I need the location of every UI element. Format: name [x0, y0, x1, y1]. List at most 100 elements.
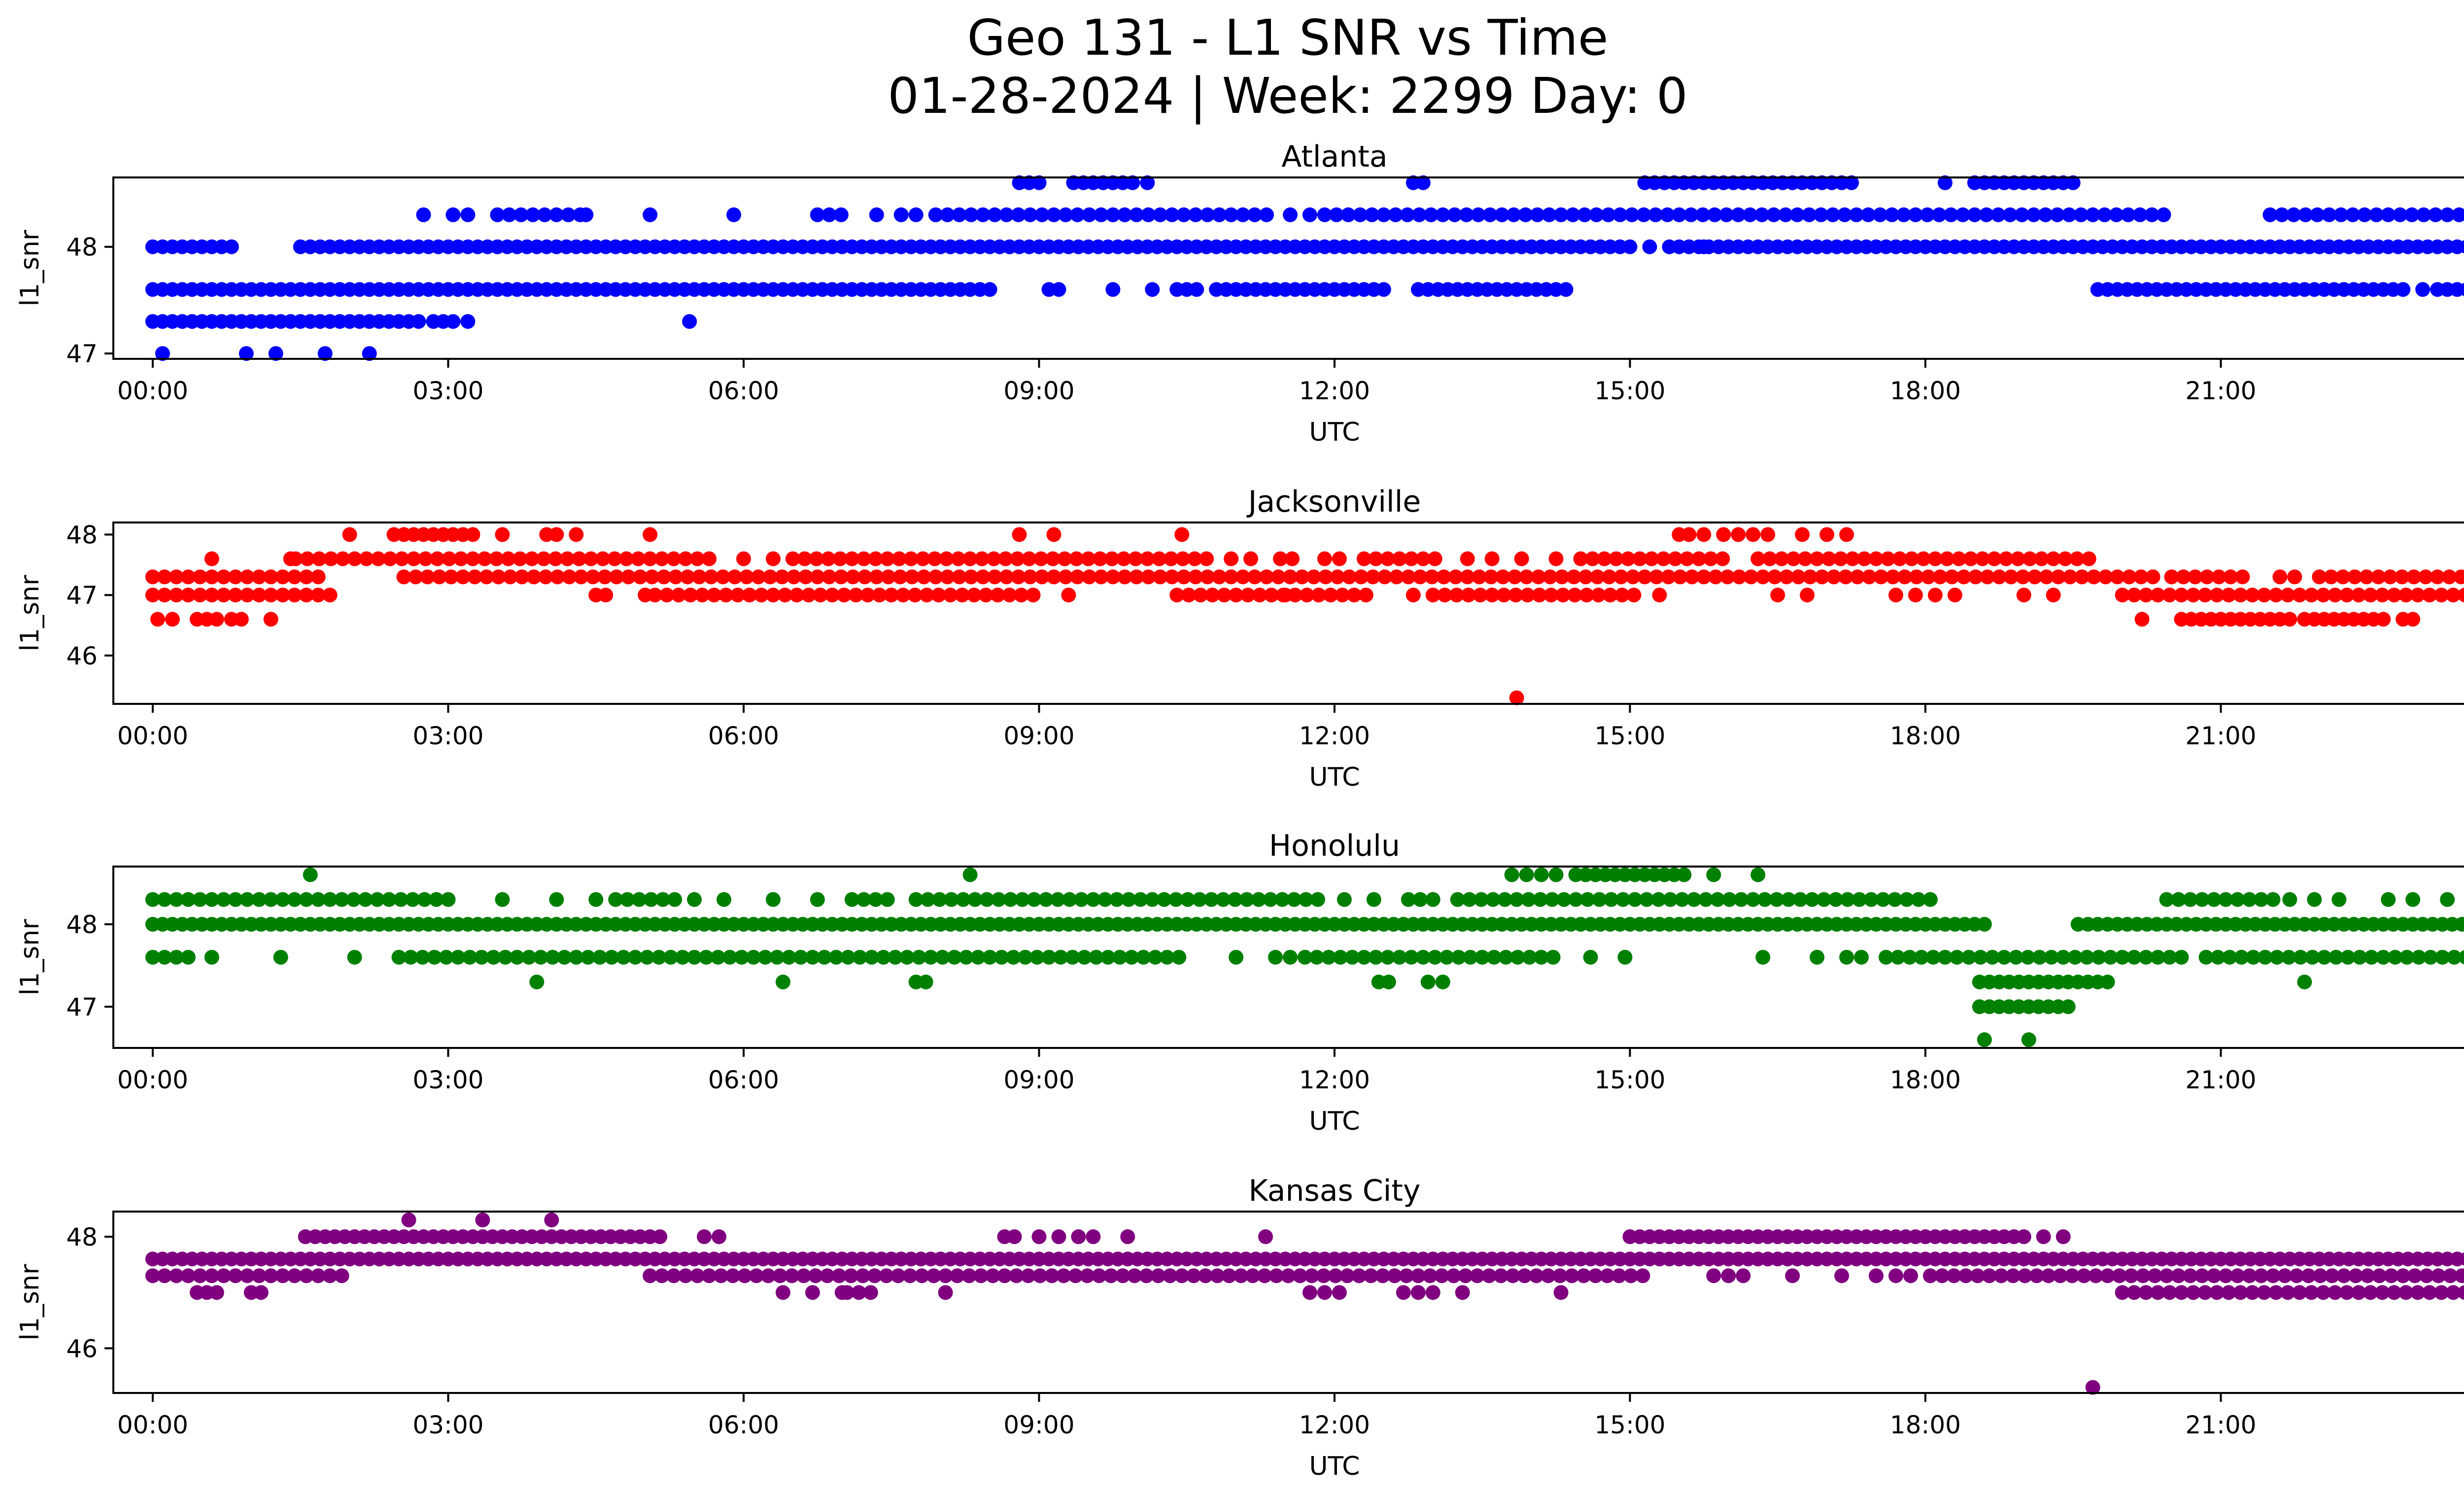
data-point: [1681, 527, 1697, 542]
data-point: [1879, 950, 1894, 965]
data-point: [805, 1285, 820, 1300]
data-point: [1826, 569, 1842, 585]
data-point: [730, 588, 745, 603]
data-point: [1317, 551, 1332, 566]
data-point: [2164, 569, 2179, 585]
data-point: [1715, 551, 1730, 566]
data-point: [1884, 207, 1900, 222]
data-point: [1300, 588, 1314, 603]
data-point: [935, 950, 950, 965]
data-point: [1548, 867, 1564, 882]
data-point: [1127, 1268, 1142, 1284]
data-point: [1140, 175, 1155, 190]
data-point: [2138, 950, 2154, 965]
data-point: [797, 551, 812, 566]
data-point: [1632, 551, 1647, 566]
data-point: [2422, 588, 2437, 603]
data-point: [381, 892, 397, 907]
data-point: [432, 569, 447, 585]
data-point: [2171, 1268, 2186, 1284]
data-point: [975, 207, 991, 222]
data-point: [2407, 1268, 2423, 1284]
data-point: [1899, 892, 1915, 907]
data-point: [2103, 950, 2118, 965]
data-point: [204, 950, 219, 965]
data-point: [668, 569, 684, 585]
data-point: [1046, 207, 1061, 222]
data-point: [1014, 588, 1029, 603]
data-point: [1568, 892, 1583, 907]
data-point: [810, 892, 825, 907]
data-point: [2372, 1268, 2387, 1284]
data-point: [1174, 1268, 1190, 1284]
data-point: [1498, 950, 1513, 965]
data-point: [145, 892, 160, 907]
data-point: [1579, 588, 1594, 603]
data-point: [640, 950, 655, 965]
data-point: [746, 950, 761, 965]
data-point: [1938, 175, 1952, 190]
data-point: [2194, 892, 2210, 907]
data-point: [1012, 527, 1027, 542]
data-point: [2065, 175, 2081, 190]
data-point: [789, 588, 804, 603]
data-point: [2100, 1268, 2115, 1284]
data-point: [275, 588, 290, 603]
data-point: [666, 551, 682, 566]
data-point: [1620, 551, 1636, 566]
data-point: [2442, 569, 2457, 585]
data-point: [1970, 1268, 1985, 1284]
data-point: [2269, 950, 2285, 965]
data-point: [1018, 950, 1033, 965]
data-point: [1451, 950, 1466, 965]
data-point: [1522, 950, 1537, 965]
data-point: [1460, 551, 1475, 566]
data-point: [2053, 1268, 2068, 1284]
data-point: [1400, 207, 1415, 222]
data-point: [1611, 1268, 1627, 1284]
data-point: [240, 569, 255, 585]
data-point: [1923, 892, 1938, 907]
data-point: [1968, 569, 1983, 585]
data-point: [2423, 950, 2438, 965]
data-point: [1770, 588, 1785, 603]
data-point: [1376, 207, 1391, 222]
data-point: [1908, 588, 1923, 603]
data-point: [1335, 588, 1350, 603]
data-point: [2395, 569, 2410, 585]
scatter-series: [145, 867, 2464, 1047]
x-tick-label: 09:00: [1003, 377, 1074, 405]
data-point: [982, 950, 997, 965]
data-point: [2218, 1268, 2233, 1284]
data-point: [239, 346, 254, 361]
data-point: [583, 551, 599, 566]
data-point: [1649, 569, 1664, 585]
data-point: [1022, 551, 1037, 566]
data-point: [2126, 588, 2142, 603]
data-point: [204, 551, 219, 566]
data-point: [1839, 950, 1854, 965]
data-point: [2455, 1268, 2464, 1284]
data-point: [1532, 588, 1547, 603]
data-point: [234, 612, 249, 627]
data-point: [1205, 588, 1220, 603]
data-point: [1175, 551, 1191, 566]
data-point: [1285, 551, 1300, 566]
data-point: [2435, 950, 2450, 965]
data-point: [1056, 1268, 1071, 1284]
data-point: [801, 588, 816, 603]
data-point: [1977, 917, 1992, 932]
data-point: [1944, 207, 1958, 222]
data-point: [2198, 950, 2214, 965]
data-point: [928, 207, 943, 222]
data-point: [1329, 207, 1344, 222]
data-point: [2443, 1268, 2458, 1284]
data-point: [963, 569, 979, 585]
data-point: [510, 950, 525, 965]
data-point: [1070, 207, 1085, 222]
data-point: [1462, 892, 1477, 907]
data-point: [958, 950, 974, 965]
data-point: [2039, 569, 2054, 585]
data-point: [1617, 950, 1633, 965]
data-point: [1472, 569, 1487, 585]
